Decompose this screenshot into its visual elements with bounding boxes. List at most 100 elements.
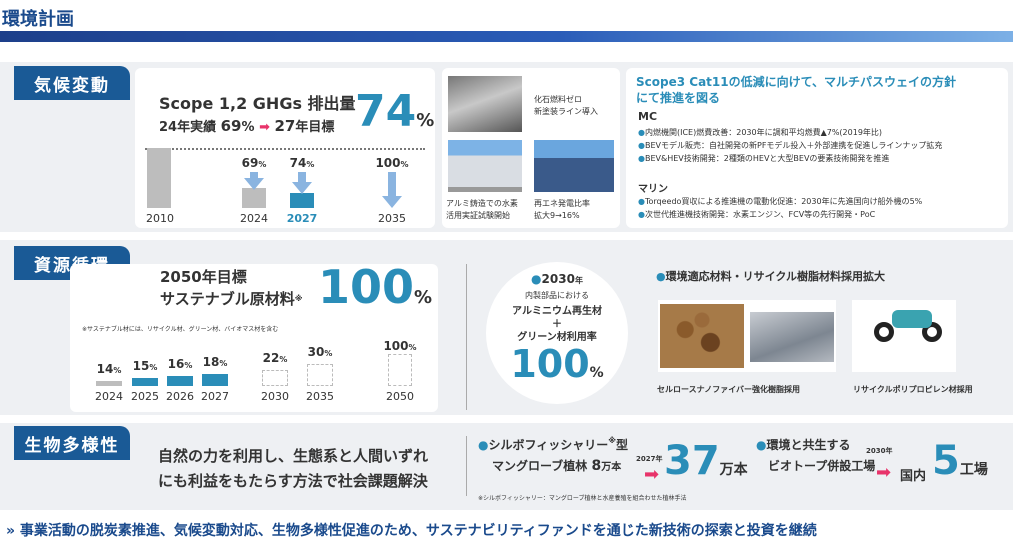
pct-2025-unit: % bbox=[149, 363, 158, 372]
list-item: ●BEVモデル販売：自社開発の新PFモデル投入＋外部連携を促進しラインナップ拡充 bbox=[638, 141, 943, 150]
silvo-note: ※シルボフィッシャリー：マングローブ植林と水産養殖を組合わせた植林手法 bbox=[478, 495, 687, 502]
bar-2027 bbox=[202, 374, 228, 386]
photo3-caption-2: 拡大9→16% bbox=[534, 211, 580, 220]
list-item: ●次世代推進機技術開発：水素エンジン、FCV等の先行開発・PoC bbox=[638, 210, 876, 219]
climate-chart-panel: Scope 1,2 GHGs 排出量 24年実績 69% ➡ 27年目標 74%… bbox=[135, 68, 435, 228]
target-year: 27 bbox=[274, 117, 296, 135]
bar-2026 bbox=[167, 376, 193, 386]
climate-big-percent: % bbox=[416, 110, 435, 131]
bar-2030 bbox=[262, 370, 288, 386]
climate-big-number: 74 bbox=[355, 86, 417, 137]
silvo-line1: ●シルボフィッシャリー※型 bbox=[478, 436, 629, 452]
pct-2027-value: 74 bbox=[289, 156, 307, 170]
double-chevron-icon: » bbox=[6, 523, 16, 539]
down-arrow-icon bbox=[382, 172, 402, 208]
pct-2035-unit: % bbox=[324, 349, 333, 358]
mc-item-2: BEVモデル販売：自社開発の新PFモデル投入＋外部連携を促進しラインナップ拡充 bbox=[644, 141, 943, 150]
biotope-line1: ●環境と共生する bbox=[756, 438, 851, 452]
pct-2030: 22% bbox=[250, 351, 300, 365]
pct-2030-value: 22 bbox=[262, 351, 280, 365]
scooter-wheel bbox=[874, 322, 894, 342]
pct-2035-value: 100 bbox=[375, 156, 401, 170]
pct-2024-value: 69 bbox=[241, 156, 259, 170]
right-arrow-icon: ➡ bbox=[259, 120, 270, 135]
circle-line1: 内製部品における bbox=[525, 291, 589, 300]
bio-band bbox=[0, 423, 1013, 510]
climate-photo-panel: 化石燃料ゼロ 新塗装ライン導入 アルミ鋳造での水素 活用実証試験開始 再エネ発電比率… bbox=[442, 68, 620, 228]
material-photo-panel bbox=[658, 300, 836, 372]
circle-big-percent: % bbox=[589, 365, 604, 381]
biotope-line2: ビオトープ併設工場 bbox=[768, 459, 876, 473]
aluminium-circle: ●2030年 内製部品における アルミニウム再生材 ＋ グリーン材利用率 100… bbox=[486, 262, 628, 404]
bar-2050 bbox=[388, 354, 412, 386]
pct-2035-unit: % bbox=[400, 160, 409, 169]
x-label-2050: 2050 bbox=[386, 390, 414, 403]
bio-text: 自然の力を利用し、生態系と人間いずれ にも利益をもたらす方法で社会課題解決 bbox=[158, 444, 428, 494]
pct-2025-value: 15 bbox=[132, 359, 150, 373]
pct-2024-value: 14 bbox=[96, 362, 114, 376]
pct-2050: 100% bbox=[375, 339, 425, 353]
resource-big-percent: % bbox=[414, 287, 433, 308]
scope3-panel: Scope3 Cat11の低減に向けて、マルチパスウェイの方針 にて推進を図る M… bbox=[626, 68, 1008, 228]
pct-2027: 18% bbox=[190, 355, 240, 369]
mc-heading: MC bbox=[638, 110, 658, 123]
actual-percent: % bbox=[241, 120, 255, 135]
circle-big-value: 100% bbox=[486, 342, 628, 386]
pct-2030-unit: % bbox=[279, 355, 288, 364]
resource-chart-panel: 2050年目標 サステナブル原材料※ 100% ※サステナブル材には、リサイクル… bbox=[70, 260, 438, 412]
bar-2025 bbox=[132, 378, 158, 386]
pct-2027-value: 18 bbox=[202, 355, 220, 369]
photo2-caption-2: 活用実証試験開始 bbox=[446, 211, 510, 220]
pct-2024: 69% bbox=[229, 156, 279, 170]
scope3-title-2: にて推進を図る bbox=[636, 91, 721, 105]
pct-2024: 14% bbox=[84, 362, 134, 376]
bio-text-line2: にも利益をもたらす方法で社会課題解決 bbox=[158, 472, 428, 490]
photo1-caption-2: 新塗装ライン導入 bbox=[534, 107, 598, 116]
material-heading-text: 環境適応材料・リサイクル樹脂材料採用拡大 bbox=[665, 270, 886, 283]
bar-2027 bbox=[290, 193, 314, 208]
caption-right: リサイクルポリプロピレン材採用 bbox=[853, 385, 973, 394]
baseline-line bbox=[145, 148, 425, 150]
pellets-photo bbox=[660, 304, 744, 368]
photo3-caption-1: 再エネ発電比率 bbox=[534, 199, 590, 208]
biotope-big: 5工場 bbox=[932, 438, 988, 484]
circle-line2: アルミニウム再生材 bbox=[512, 306, 602, 317]
resource-big-value: 100% bbox=[318, 260, 432, 314]
circle-year: ●2030年 bbox=[531, 272, 583, 286]
divider bbox=[466, 436, 467, 496]
silvo-line2-text: マングローブ植林 bbox=[492, 459, 588, 473]
scooter-wheel bbox=[922, 322, 942, 342]
footer: » 事業活動の脱炭素推進、気候変動対応、生物多様性促進のため、サステナビリティフ… bbox=[6, 520, 817, 540]
bar-2024 bbox=[96, 381, 122, 386]
pct-2050-unit: % bbox=[408, 343, 417, 352]
pct-2026-unit: % bbox=[184, 361, 193, 370]
down-arrow-icon bbox=[244, 172, 264, 190]
factory-photo bbox=[448, 140, 522, 192]
photo2-caption: アルミ鋳造での水素 活用実証試験開始 bbox=[446, 198, 518, 222]
biotope-big-unit: 工場 bbox=[959, 462, 988, 478]
silvo-type: 型 bbox=[616, 438, 629, 452]
silvo-big-unit: 万本 bbox=[719, 462, 748, 478]
scope12-subline: 24年実績 69% ➡ 27年目標 bbox=[159, 116, 334, 135]
pct-2025: 15% bbox=[120, 359, 170, 373]
silvo-from: 8 bbox=[591, 458, 602, 474]
down-arrow-icon bbox=[292, 172, 312, 194]
resource-asterisk: ※ bbox=[294, 294, 303, 303]
photo3-caption: 再エネ発電比率 拡大9→16% bbox=[534, 198, 590, 222]
biotope-line1-text: 環境と共生する bbox=[766, 438, 851, 452]
right-arrow-icon: ➡ bbox=[644, 464, 660, 485]
caption-left: セルロースナノファイバー強化樹脂採用 bbox=[657, 385, 801, 394]
pct-2027-unit: % bbox=[306, 160, 315, 169]
scooter-photo bbox=[852, 300, 956, 372]
bar-2024 bbox=[242, 188, 266, 208]
circle-year-value: 2030 bbox=[541, 272, 575, 286]
bar-2010 bbox=[147, 148, 171, 208]
resource-big-number: 100 bbox=[318, 260, 415, 314]
resource-goal: 2050年目標 サステナブル原材料※ bbox=[160, 266, 302, 310]
x-label-2026: 2026 bbox=[166, 390, 194, 403]
actual-value: 69 bbox=[220, 117, 242, 135]
pct-2050-value: 100 bbox=[383, 339, 409, 353]
scope3-title-1: Scope3 Cat11の低減に向けて、マルチパスウェイの方針 bbox=[636, 75, 956, 89]
pct-2035: 100% bbox=[367, 156, 417, 170]
climate-label: 気候変動 bbox=[14, 66, 130, 100]
